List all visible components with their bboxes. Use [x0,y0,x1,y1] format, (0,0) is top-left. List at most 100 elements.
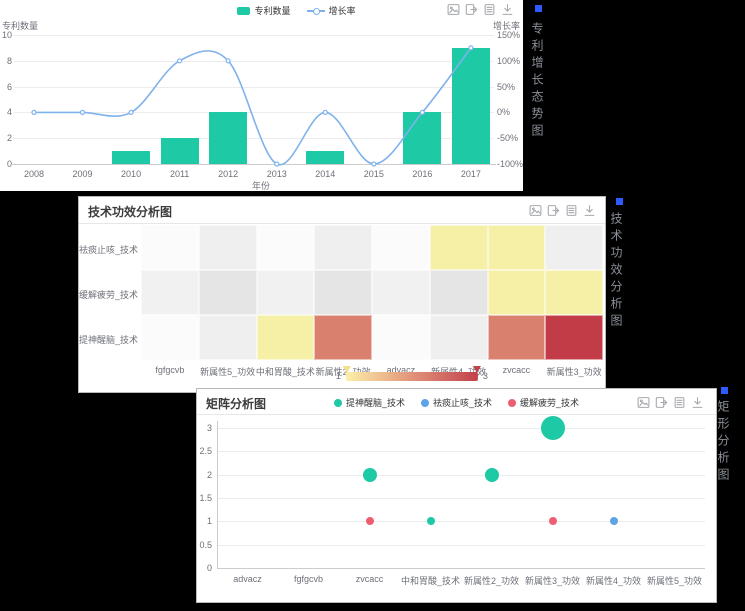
left-axis-tick: 8 [6,55,12,66]
legend-marker-bar [237,6,251,15]
x-axis-tick: 新属性3_功效 [546,367,602,377]
node-label-tech-effect[interactable]: 技术功效分析图 [609,212,623,331]
bar-2014[interactable] [306,151,345,164]
save-image-icon[interactable] [529,204,542,217]
heatmap-cell-提神醒脑_技术-中和胃酸_技术[interactable] [256,315,315,360]
heatmap-cell-缓解疲劳_技术-fgfgcvb[interactable] [141,270,199,315]
gridline [217,497,705,499]
data-view-icon[interactable] [673,396,686,409]
heatmap-cell-缓解疲劳_技术-中和胃酸_技术[interactable] [256,270,315,315]
gridline [217,521,705,523]
node-label-patent-growth[interactable]: 专利增长态势图 [530,22,544,141]
heatmap-cell-提神醒脑_技术-新属性2_功效[interactable] [314,315,372,360]
heatmap-cell-祛痰止咳_技术-新属性3_功效[interactable] [545,225,603,270]
panel-header: 技术功效分析图 [79,197,605,224]
gridline [14,35,494,36]
gridline [217,427,705,429]
heatmap-cell-提神醒脑_技术-新属性4_功效[interactable] [429,315,488,360]
x-axis-tick: 中和胃酸_技术 [400,576,461,586]
x-axis-tick: 2008 [23,169,44,179]
heatmap-cell-祛痰止咳_技术-fgfgcvb[interactable] [141,225,199,270]
legend-item-缓解疲劳_技术[interactable]: 缓解疲劳_技术 [508,396,579,409]
bubble-祛痰止咳_技术-新属性4_功效[interactable] [609,517,618,526]
panel-patent-growth[interactable]: 专利数量 增长率 专利数量 增长率 10 150% 8 100% 6 50% 4 0% 2 -50%… [0,0,523,191]
heatmap-cell-缓解疲劳_技术-zvcacc[interactable] [487,270,546,315]
visual-map-handle-max[interactable] [472,365,481,373]
bar-2017[interactable] [451,47,490,164]
heatmap-cell-祛痰止咳_技术-新属性4_功效[interactable] [429,225,488,270]
bar-2010[interactable] [112,151,151,164]
save-image-icon[interactable] [637,396,650,409]
data-view-icon[interactable] [565,204,578,217]
heatmap-cell-提神醒脑_技术-zvcacc[interactable] [487,315,546,360]
heatmap-cell-缓解疲劳_技术-新属性2_功效[interactable] [314,270,372,315]
bubble-缓解疲劳_技术-zvcacc[interactable] [365,517,374,526]
heatmap-cell-缓解疲劳_技术-新属性5_功效[interactable] [198,270,257,315]
x-axis-tick: 新属性3_功效 [524,576,581,586]
heatmap-cell-提神醒脑_技术-新属性3_功效[interactable] [545,315,603,360]
visual-map-handle-min[interactable] [342,365,351,373]
heatmap-cell-缓解疲劳_技术-新属性3_功效[interactable] [545,270,603,315]
x-axis-tick: advacz [233,574,262,584]
x-axis-name: 年份 [252,181,271,191]
x-axis-tick: zvcacc [355,574,384,584]
export-icon[interactable] [547,204,560,217]
heatmap-cell-提神醒脑_技术-advacz[interactable] [372,315,430,360]
download-icon[interactable] [501,3,514,16]
heatmap-cell-祛痰止咳_技术-advacz[interactable] [372,225,430,270]
bubble-提神醒脑_技术-新属性2_功效[interactable] [484,467,499,482]
download-icon[interactable] [691,396,704,409]
download-icon[interactable] [583,204,596,217]
visual-map[interactable]: 1 3 [336,365,488,381]
heatmap-cell-提神醒脑_技术-fgfgcvb[interactable] [141,315,199,360]
gridline [217,544,705,546]
growth-rate-line[interactable] [0,0,523,191]
gridline [217,474,705,476]
bubble-提神醒脑_技术-中和胃酸_技术[interactable] [426,517,435,526]
right-axis-tick: -100% [497,159,524,169]
heatmap-cell-祛痰止咳_技术-中和胃酸_技术[interactable] [256,225,315,270]
heatmap-cell-祛痰止咳_技术-新属性2_功效[interactable] [314,225,372,270]
chart-legend: 提神醒脑_技术 祛痰止咳_技术 缓解疲劳_技术 [197,396,716,409]
heatmap-cell-祛痰止咳_技术-zvcacc[interactable] [487,225,546,270]
node-handle[interactable] [721,387,728,394]
bubble-提神醒脑_技术-zvcacc[interactable] [362,467,377,482]
x-axis-tick: 2009 [72,169,93,179]
x-axis-tick: 2010 [121,169,142,179]
bar-2011[interactable] [160,138,199,164]
heatmap-row-label: 提神醒脑_技术 [79,334,139,345]
heatmap-cell-祛痰止咳_技术-新属性5_功效[interactable] [198,225,257,270]
legend-item-增长率[interactable]: 增长率 [306,4,356,17]
panel-matrix[interactable]: 矩阵分析图 提神醒脑_技术 祛痰止咳_技术 缓解疲劳_技术 3 2.5 2 1.5 1 0.5… [196,388,717,603]
x-axis-line [10,164,496,165]
left-axis-tick: 6 [6,81,12,92]
bar-2012[interactable] [209,112,248,164]
heatmap-cell-缓解疲劳_技术-advacz[interactable] [372,270,430,315]
x-axis-tick: 2011 [169,169,190,179]
node-label-matrix[interactable]: 矩形分析图 [716,400,730,485]
chart-legend: 专利数量 增长率 [35,4,558,17]
data-view-icon[interactable] [483,3,496,16]
node-handle[interactable] [535,5,542,12]
legend-item-专利数量[interactable]: 专利数量 [237,4,291,17]
bubble-提神醒脑_技术-新属性3_功效[interactable] [540,415,565,440]
visual-map-max: 3 [482,371,488,381]
visual-map-gradient[interactable] [342,365,481,381]
heatmap-cell-缓解疲劳_技术-新属性4_功效[interactable] [429,270,488,315]
legend-label: 祛痰止咳_技术 [432,398,492,408]
bubble-缓解疲劳_技术-新属性3_功效[interactable] [548,517,557,526]
save-image-icon[interactable] [447,3,460,16]
legend-item-提神醒脑_技术[interactable]: 提神醒脑_技术 [333,396,405,409]
node-handle[interactable] [616,198,623,205]
right-axis-tick: 50% [497,81,516,92]
export-icon[interactable] [655,396,668,409]
legend-item-祛痰止咳_技术[interactable]: 祛痰止咳_技术 [420,396,492,409]
x-axis-line [217,568,705,569]
heatmap-cell-提神醒脑_技术-新属性5_功效[interactable] [198,315,257,360]
combo-plot-area: 10 150% 8 100% 6 50% 4 0% 2 -50% 0 -100% 2008 2009 201… [0,0,523,191]
export-icon[interactable] [465,3,478,16]
bar-2016[interactable] [403,112,442,164]
panel-tech-effect[interactable]: 技术功效分析图 祛痰止咳_技术 缓解疲劳_技术 提神醒脑_技术 fgfgcvb 新属性5… [78,196,606,393]
legend-marker-line [306,7,325,15]
right-axis-tick: 150% [497,30,521,40]
